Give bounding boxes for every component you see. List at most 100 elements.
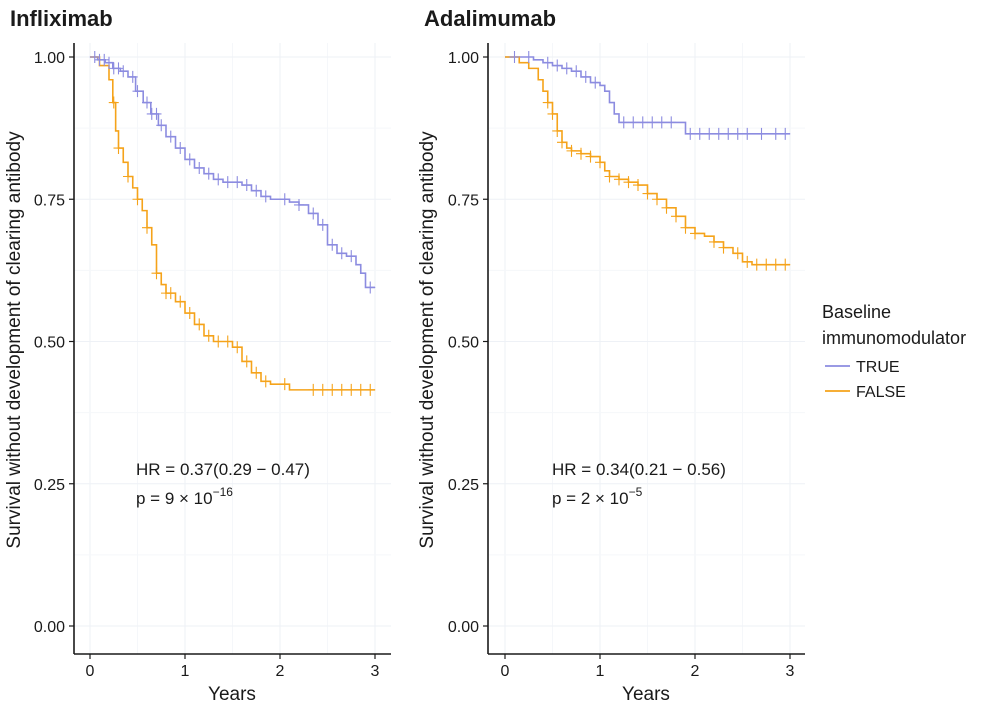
censor-mark-true [104,56,114,69]
censor-mark-false [213,335,224,348]
censor-mark-true [637,116,648,129]
censor-mark-false [780,258,791,271]
censor-mark-true [317,218,328,231]
censor-mark-true [132,85,143,98]
censor-mark-false [732,247,743,260]
censor-mark-true [561,62,572,75]
grid-lines [74,43,391,654]
censor-mark-true [346,250,357,263]
y-tick-label: 1.00 [448,50,479,67]
censor-mark-true [142,96,152,109]
p-mantissa: 9 × 10 [165,489,213,508]
legend-title-line1: Baseline [822,302,891,322]
panel-infliximab: 0 1 2 3 0.00 0.25 0.50 0.75 1.00 Infliximab Yea… [4,6,391,705]
censor-mark-true [704,127,715,140]
censor-mark-true [713,127,724,140]
x-tick-label: 2 [276,663,285,680]
censor-mark-true [723,127,734,140]
x-ticks: 0 1 2 3 [501,654,795,680]
censor-mark-true [232,176,243,189]
censor-mark-false [194,318,205,331]
legend: Baseline immunomodulator TRUE FALSE [822,302,966,401]
x-ticks: 0 1 2 3 [86,654,380,680]
hr-prefix: HR = [552,460,596,479]
censor-mark-true [279,193,290,206]
x-axis-label: Years [208,684,256,705]
censor-mark-false [566,144,577,157]
panel-title: Adalimumab [424,6,556,31]
censor-mark-true [732,127,743,140]
censor-mark-false [633,179,643,192]
svg-text:HR = 0.37(0.29 − 0.47): HR = 0.37(0.29 − 0.47) [136,460,310,479]
y-tick-label: 0.25 [34,477,65,494]
hr-value: 0.34 [596,460,629,479]
censor-mark-true [327,238,338,251]
censor-mark-false [123,170,133,183]
censor-mark-false [132,193,143,206]
censor-mark-true [590,76,601,89]
censor-mark-false [232,341,243,354]
p-prefix: p = [136,489,165,508]
censor-mark-false [355,383,366,396]
censor-mark-true [99,53,110,66]
y-tick-label: 1.00 [34,50,65,67]
x-tick-label: 2 [691,663,700,680]
censor-mark-true [580,70,591,83]
censor-mark-false [308,383,319,396]
censor-mark-false [671,210,681,223]
censor-mark-false [652,193,662,206]
y-tick-label: 0.50 [448,335,479,352]
hr-annotation: HR = 0.34(0.21 − 0.56) p = 2 × 10−5 [552,460,726,508]
censor-mark-true [113,62,124,75]
censor-mark-true [365,281,376,294]
legend-label-false: FALSE [856,384,906,401]
censor-mark-false [552,124,563,137]
censor-mark-true [241,179,252,192]
legend-label-true: TRUE [856,359,900,376]
censor-mark-false [346,383,357,396]
censor-mark-false [547,107,558,120]
censor-mark-true [127,70,138,83]
hr-annotation: HR = 0.37(0.29 − 0.47) p = 9 × 10−16 [136,460,310,508]
censor-mark-true [184,153,195,166]
y-tick-label: 0.00 [448,619,479,636]
y-ticks: 0.00 0.25 0.50 0.75 1.00 [34,50,74,636]
censor-mark-false [151,267,162,280]
censor-mark-false [557,136,567,149]
censor-mark-true [118,65,129,78]
censor-mark-true [770,127,781,140]
panel-adalimumab: 0 1 2 3 0.00 0.25 0.50 0.75 1.00 Adalimumab Yea… [417,6,805,705]
censor-marks [509,51,791,271]
censor-mark-false [336,383,347,396]
censor-mark-true [294,198,304,211]
censor-mark-false [184,307,195,320]
censor-mark-false [623,176,634,189]
censor-mark-false [770,258,781,271]
censor-mark-false [108,96,119,109]
censor-mark-true [509,51,520,63]
grid-lines [488,43,805,654]
censor-mark-true [647,116,658,129]
y-tick-label: 0.75 [448,192,479,209]
censor-mark-true [203,167,214,180]
censor-mark-false [317,383,328,396]
censor-mark-true [656,116,667,129]
censor-mark-true [213,173,224,186]
p-exponent: −16 [213,485,234,499]
censor-mark-false [175,295,186,308]
censor-mark-false [661,201,672,214]
censor-mark-true [542,56,553,69]
legend-title-line2: immunomodulator [822,328,966,348]
censor-mark-true [151,107,162,120]
censor-mark-false [279,378,290,391]
censor-mark-true [336,247,347,260]
x-tick-label: 1 [596,663,605,680]
censor-mark-true [552,59,563,72]
svg-text:HR = 0.34(0.21 − 0.56): HR = 0.34(0.21 − 0.56) [552,460,726,479]
panel-title: Infliximab [10,6,113,31]
censor-mark-false [222,335,233,348]
censor-mark-true [194,161,205,174]
censor-mark-false [709,235,719,248]
censor-mark-true [756,127,767,140]
